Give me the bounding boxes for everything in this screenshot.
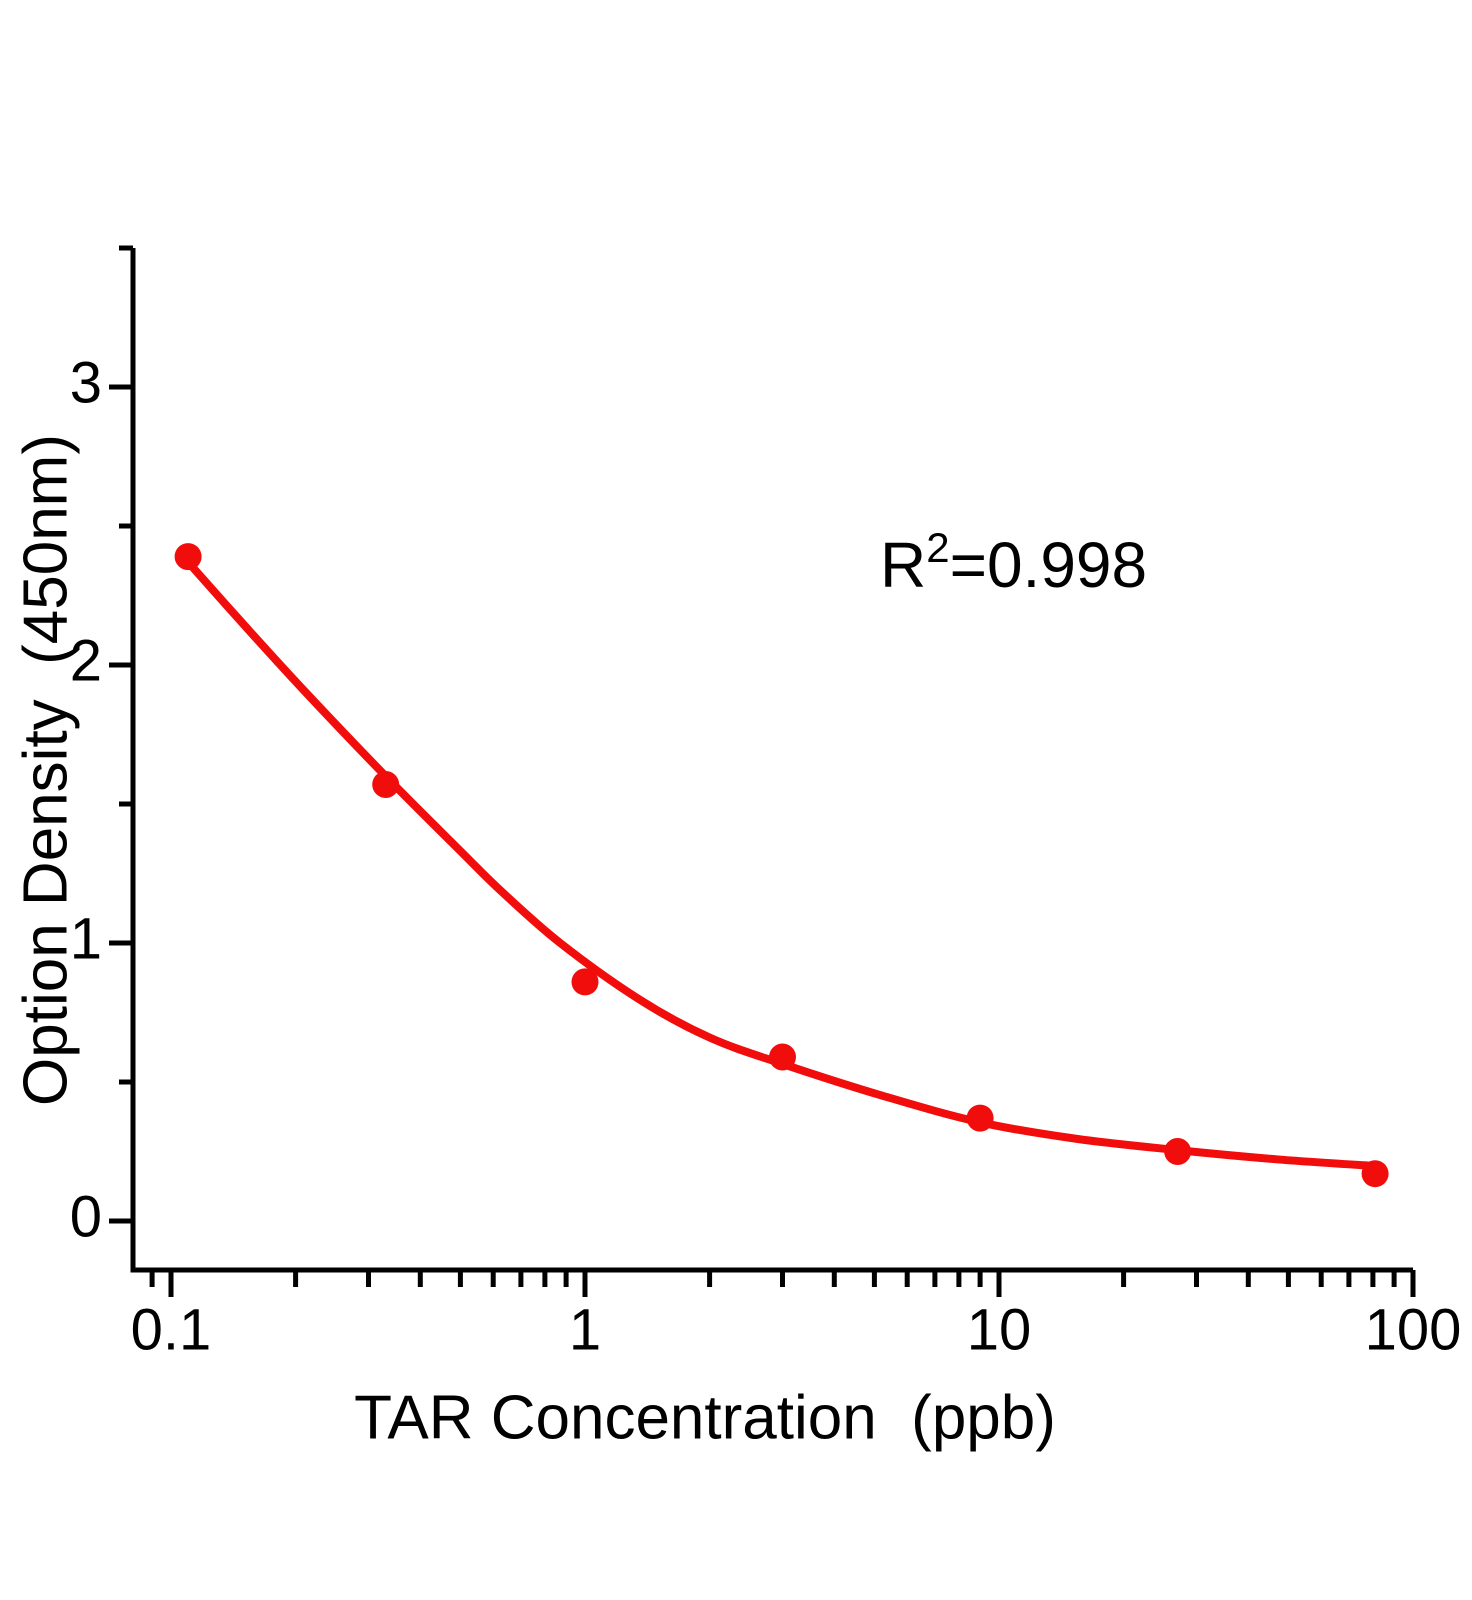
r-squared-annotation: R2=0.998 xyxy=(880,524,1147,601)
data-point xyxy=(571,968,599,996)
y-tick-label: 1 xyxy=(70,907,102,972)
y-tick-label: 2 xyxy=(70,629,102,694)
x-tick-label: 0.1 xyxy=(131,1298,212,1363)
data-point xyxy=(769,1043,796,1071)
y-axis-title: Option Density (450nm) xyxy=(12,434,81,1106)
x-tick-label: 100 xyxy=(1365,1298,1462,1363)
fit-curve xyxy=(184,558,1380,1170)
data-point xyxy=(372,771,400,798)
data-point xyxy=(966,1104,994,1132)
data-point xyxy=(1164,1138,1192,1165)
x-tick-label: 1 xyxy=(569,1298,601,1363)
y-tick-label: 0 xyxy=(70,1185,102,1250)
x-tick-label: 10 xyxy=(967,1298,1032,1363)
axis-spines xyxy=(130,248,1413,1273)
x-axis-title: TAR Concentration (ppb) xyxy=(354,1384,1056,1453)
data-point xyxy=(1361,1160,1389,1188)
data-point xyxy=(174,543,202,571)
y-tick-label: 3 xyxy=(70,351,102,416)
